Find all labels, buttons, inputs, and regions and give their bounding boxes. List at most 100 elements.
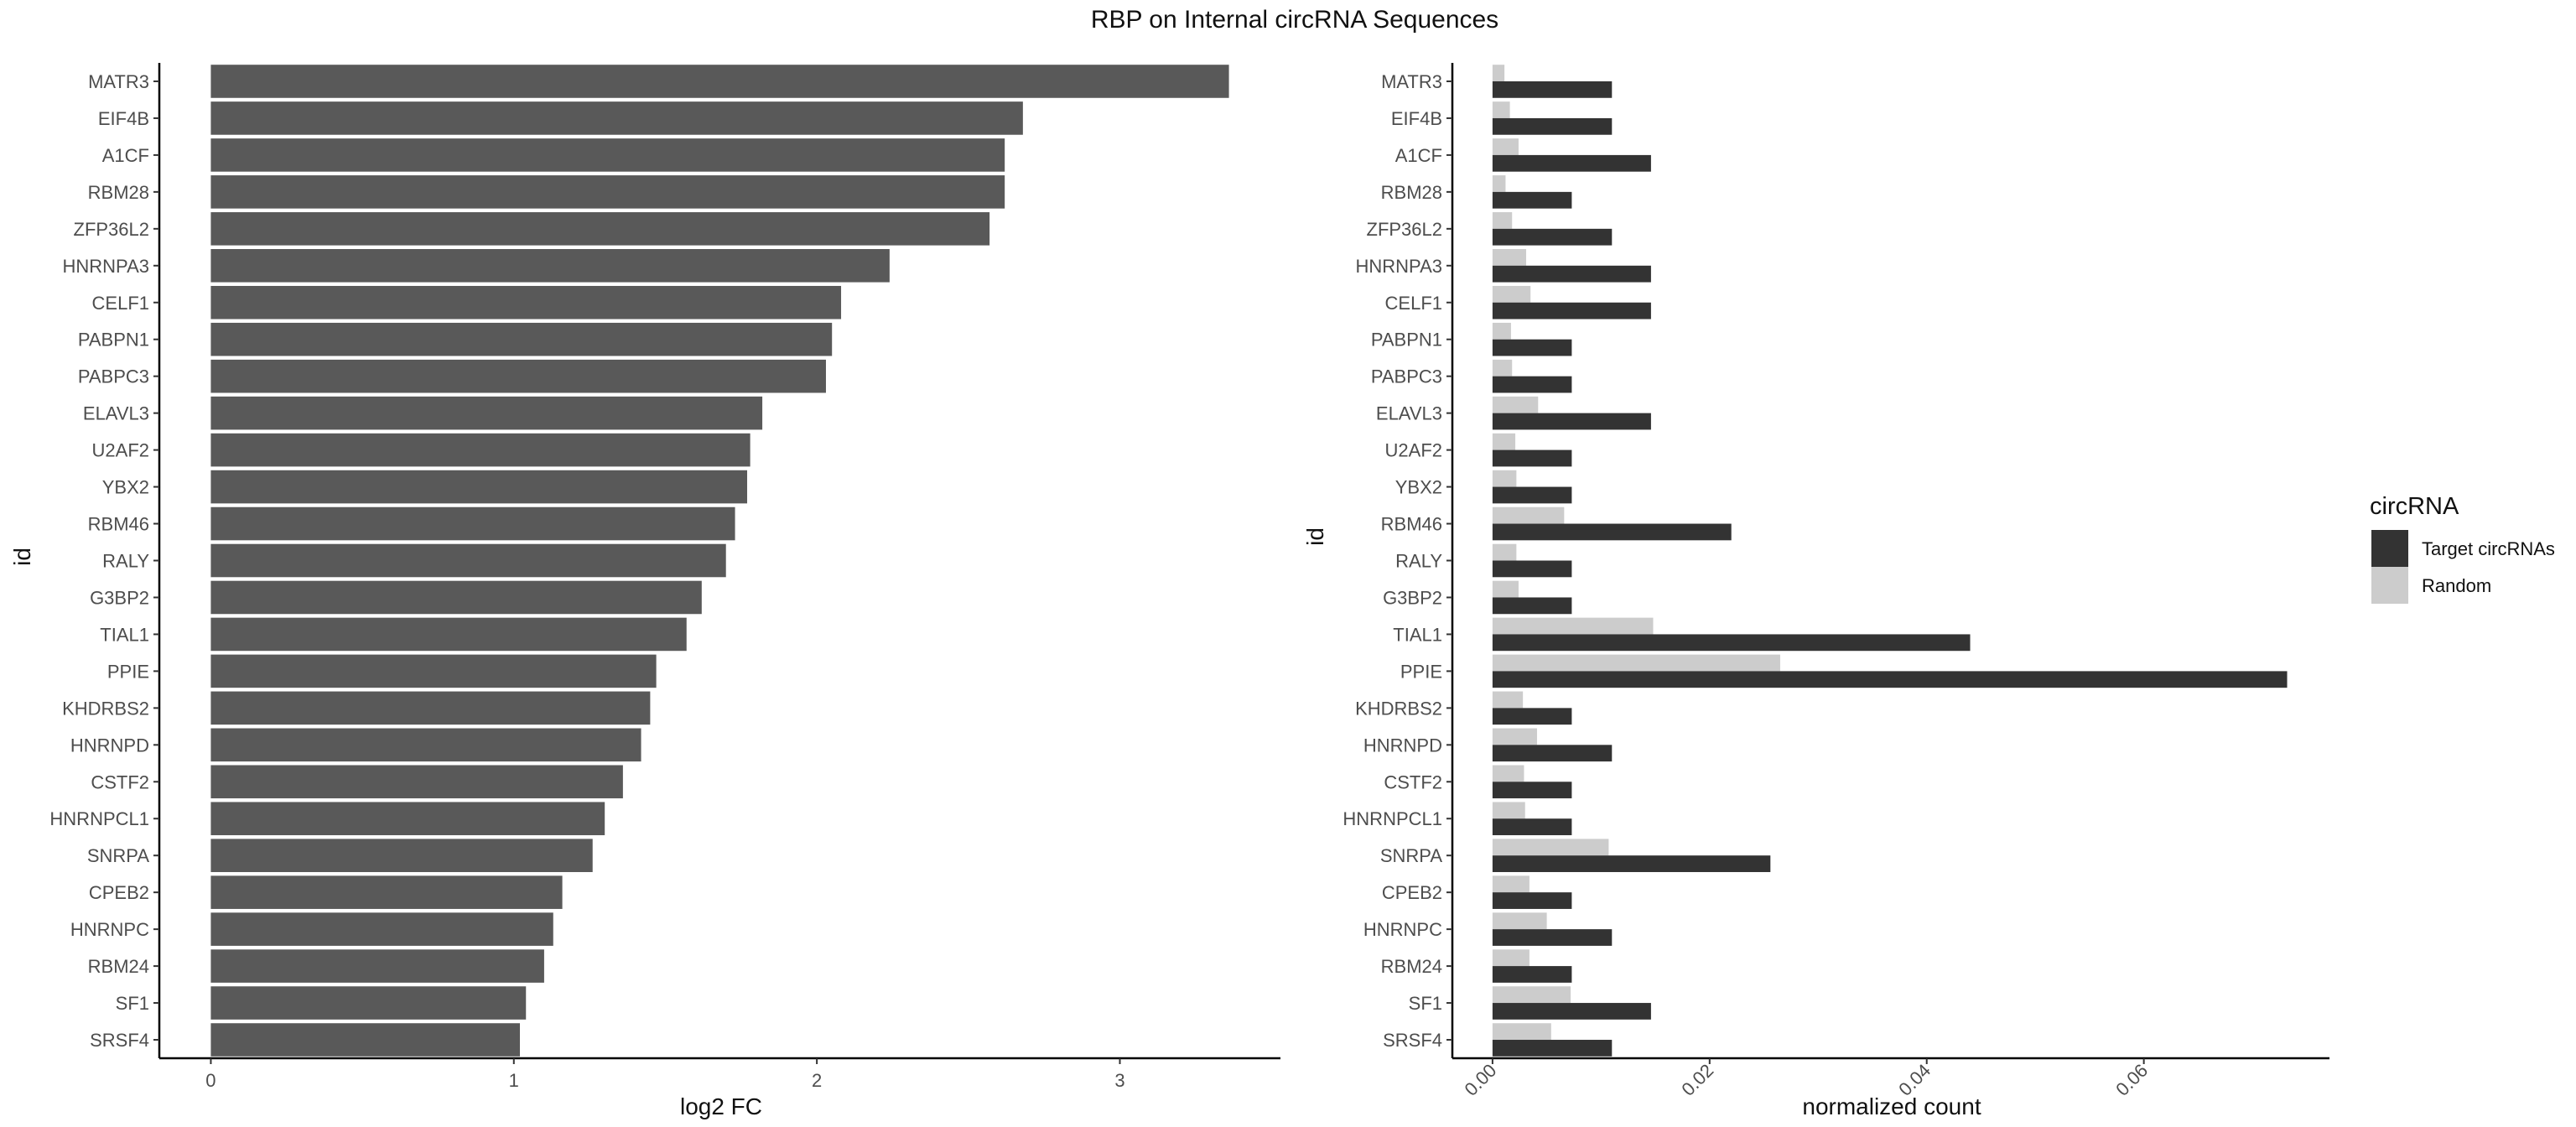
bar-random-hnrnpd: [1492, 728, 1537, 745]
bar-target-circrnas-pabpn1: [1492, 339, 1572, 356]
bar-random-elavl3: [1492, 396, 1539, 413]
bar-hnrnpc: [210, 912, 553, 946]
bar-u2af2: [210, 433, 750, 467]
bar-target-circrnas-u2af2: [1492, 449, 1572, 467]
bar-target-circrnas-khdrbs2: [1492, 708, 1572, 725]
legend-swatch-target: [2371, 530, 2408, 567]
bar-rbm28: [210, 175, 1005, 209]
bar-rbm24: [210, 949, 544, 983]
bar-zfp36l2: [210, 212, 990, 246]
y-tick-label: RBM46: [88, 514, 149, 535]
bar-random-cpeb2: [1492, 875, 1530, 893]
bar-hnrnpa3: [210, 249, 890, 283]
y-tick-label: SNRPA: [1380, 845, 1442, 866]
bar-target-circrnas-rbm28: [1492, 191, 1572, 209]
y-tick-label: RBM24: [1381, 956, 1442, 977]
bar-matr3: [210, 65, 1229, 98]
normalized-count-panel: id normalized count MATR3 EIF4B A1CF RBM28 Z…: [1302, 63, 2329, 1119]
bar-target-circrnas-elavl3: [1492, 413, 1651, 430]
bar-random-eif4b: [1492, 101, 1510, 118]
y-tick-label: HNRNPD: [70, 735, 149, 756]
y-tick-label: PPIE: [107, 661, 149, 682]
bar-target-circrnas-rbm46: [1492, 523, 1732, 541]
y-tick-label: U2AF2: [92, 440, 149, 461]
bar-tial1: [210, 617, 687, 652]
bar-sf1: [210, 986, 527, 1020]
bar-target-circrnas-pabpc3: [1492, 376, 1572, 393]
bar-pabpn1: [210, 322, 833, 356]
bar-random-a1cf: [1492, 138, 1519, 155]
bar-random-srsf4: [1492, 1023, 1551, 1041]
bar-random-sf1: [1492, 986, 1571, 1004]
bar-cstf2: [210, 765, 623, 799]
y-tick-label: HNRNPD: [1363, 735, 1442, 756]
y-tick-label: TIAL1: [100, 624, 149, 645]
y-tick-label: HNRNPCL1: [1343, 808, 1442, 829]
bar-a1cf: [210, 138, 1005, 172]
y-tick-label: RBM24: [88, 956, 149, 977]
bar-target-circrnas-hnrnpd: [1492, 745, 1613, 762]
x-tick-label: 0.06: [2111, 1060, 2152, 1100]
bar-random-u2af2: [1492, 433, 1516, 450]
x-tick-label: 3: [1114, 1070, 1124, 1091]
y-tick-label: A1CF: [102, 145, 149, 166]
y-tick-label: MATR3: [1381, 71, 1442, 92]
bar-random-hnrnpa3: [1492, 249, 1527, 266]
y-tick-label: PPIE: [1400, 661, 1442, 682]
bar-target-circrnas-ppie: [1492, 671, 2288, 688]
bar-target-circrnas-matr3: [1492, 80, 1613, 98]
y-tick-label: CELF1: [1385, 293, 1442, 314]
x-tick-label: 0.00: [1460, 1060, 1500, 1100]
bar-random-zfp36l2: [1492, 212, 1513, 229]
x-tick-label: 2: [812, 1070, 822, 1091]
y-tick-label: PABPC3: [78, 366, 149, 387]
bar-target-circrnas-hnrnpc: [1492, 929, 1613, 946]
x-tick-label: 0.02: [1677, 1060, 1717, 1100]
bar-pabpc3: [210, 359, 826, 393]
bar-random-ybx2: [1492, 470, 1517, 487]
bar-khdrbs2: [210, 691, 651, 725]
bar-random-raly: [1492, 543, 1517, 561]
y-tick-label: CPEB2: [1382, 882, 1442, 903]
y-tick-label: CELF1: [92, 293, 149, 314]
y-tick-label: G3BP2: [90, 587, 149, 608]
y-tick-label: SNRPA: [87, 845, 149, 866]
bar-eif4b: [210, 101, 1023, 135]
bar-target-circrnas-ybx2: [1492, 486, 1572, 504]
bar-target-circrnas-cstf2: [1492, 782, 1572, 799]
bar-snrpa: [210, 839, 593, 872]
y-tick-label: MATR3: [88, 71, 149, 92]
legend-swatch-random: [2371, 567, 2408, 604]
y-tick-label: HNRNPCL1: [49, 808, 149, 829]
bar-random-khdrbs2: [1492, 691, 1524, 709]
y-tick-label: YBX2: [102, 477, 149, 498]
bar-random-g3bp2: [1492, 580, 1519, 598]
bar-random-tial1: [1492, 617, 1654, 635]
y-tick-label: RBM28: [1381, 182, 1442, 203]
y-tick-label: KHDRBS2: [62, 698, 149, 719]
bar-ppie: [210, 654, 657, 688]
left-y-axis-title: id: [9, 548, 35, 566]
y-tick-label: CPEB2: [89, 882, 149, 903]
y-tick-label: U2AF2: [1385, 440, 1442, 461]
bar-random-rbm24: [1492, 949, 1530, 967]
legend-title: circRNA: [2370, 493, 2459, 520]
y-tick-label: ZFP36L2: [1367, 219, 1443, 240]
x-tick-label: 0: [205, 1070, 216, 1091]
x-tick-label: 1: [509, 1070, 519, 1091]
bar-target-circrnas-zfp36l2: [1492, 228, 1613, 246]
bar-random-matr3: [1492, 65, 1505, 81]
log2fc-panel: id log2 FC MATR3 EIF4B A1CF RBM28 ZFP36L2 HNR…: [9, 63, 1280, 1119]
y-tick-label: SRSF4: [1383, 1030, 1442, 1051]
bar-target-circrnas-raly: [1492, 560, 1572, 578]
bar-random-snrpa: [1492, 839, 1609, 856]
y-tick-label: CSTF2: [1384, 771, 1442, 792]
y-tick-label: ELAVL3: [1376, 403, 1442, 424]
bar-target-circrnas-srsf4: [1492, 1040, 1613, 1057]
y-tick-label: TIAL1: [1393, 624, 1442, 645]
bar-target-circrnas-cpeb2: [1492, 892, 1572, 909]
bar-cpeb2: [210, 875, 563, 909]
y-tick-label: ZFP36L2: [74, 219, 150, 240]
y-tick-label: CSTF2: [91, 771, 149, 792]
